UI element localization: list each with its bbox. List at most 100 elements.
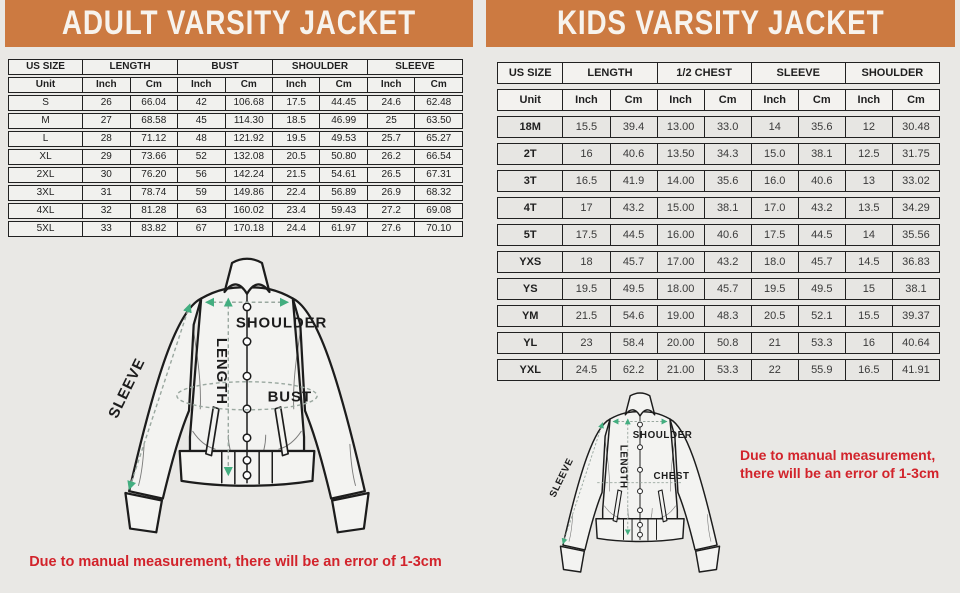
value-cell: 17.00 [657,251,705,273]
size-cell: 3T [497,170,564,192]
kids-size-row: 18M 15.5 39.4 13.00 33.0 14 35.6 12 30.4… [497,116,940,138]
value-cell: 45.7 [610,251,658,273]
kids-size-row: YL 23 58.4 20.00 50.8 21 53.3 16 40.64 [497,332,940,354]
adult-size-row: XL 29 73.66 52 132.08 20.5 50.80 26.2 66… [8,149,463,165]
size-cell: 5XL [8,221,84,237]
value-cell: 42 [178,95,226,111]
value-cell: 25.7 [367,131,416,147]
value-cell: 38.1 [892,278,940,300]
value-cell: 56.89 [320,185,368,201]
value-cell: 33 [83,221,131,237]
size-cell: 18M [497,116,564,138]
size-cell: YS [497,278,564,300]
value-cell: 18.0 [751,251,799,273]
size-cell: 3XL [8,185,84,201]
value-cell: 33.0 [704,116,752,138]
kids-measurement-note: Due to manual measurement, there will be… [740,447,950,482]
value-cell: 12 [845,116,893,138]
unit-inch: Inch [751,89,799,111]
value-cell: 14.00 [657,170,705,192]
adult-size-row: L 28 71.12 48 121.92 19.5 49.53 25.7 65.… [8,131,463,147]
size-cell: M [8,113,84,129]
value-cell: 34.3 [704,143,752,165]
unit-cm: Cm [798,89,846,111]
kids-size-row: YXS 18 45.7 17.00 43.2 18.0 45.7 14.5 36… [497,251,940,273]
kids-jacket-diagram: SHOULDER LENGTH CHEST SLEEVE [536,386,744,582]
value-cell: 43.2 [610,197,658,219]
kids-jacket-drawing: SHOULDER LENGTH CHEST SLEEVE [548,386,744,582]
shoulder-label: SHOULDER [236,314,327,331]
value-cell: 17.0 [751,197,799,219]
value-cell: 76.20 [130,167,179,183]
value-cell: 31.75 [892,143,940,165]
value-cell: 53.3 [704,359,752,381]
value-cell: 67.31 [415,167,463,183]
value-cell: 15.0 [751,143,799,165]
value-cell: 30.48 [892,116,940,138]
shoulder-label: SHOULDER [633,430,693,441]
value-cell: 81.28 [130,203,179,219]
value-cell: 35.56 [892,224,940,246]
unit-inch: Inch [83,77,131,93]
adult-jacket-drawing: SHOULDER LENGTH BUST SLEEVE [105,248,406,547]
value-cell: 49.5 [798,278,846,300]
value-cell: 67 [178,221,226,237]
kids-group-header-row: US SIZE LENGTH 1/2 CHEST SLEEVE SHOULDER [497,62,940,84]
adult-size-row: 3XL 31 78.74 59 149.86 22.4 56.89 26.9 6… [8,185,463,201]
size-cell: YXS [497,251,564,273]
value-cell: 26 [83,95,131,111]
kids-note-line-1: Due to manual measurement, [740,447,936,463]
value-cell: 149.86 [225,185,273,201]
adult-col-us-size: US SIZE [8,59,84,75]
unit-inch: Inch [367,77,416,93]
adult-title: ADULT VARSITY JACKET [61,4,417,42]
size-cell: S [8,95,84,111]
adult-size-row: S 26 66.04 42 106.68 17.5 44.45 24.6 62.… [8,95,463,111]
adult-group-header-row: US SIZE LENGTH BUST SHOULDER SLEEVE [8,59,463,75]
value-cell: 55.9 [798,359,846,381]
value-cell: 16.00 [657,224,705,246]
size-cell: 2XL [8,167,84,183]
bust-label: BUST [268,388,312,405]
value-cell: 39.37 [892,305,940,327]
value-cell: 53.3 [798,332,846,354]
adult-size-row: 5XL 33 83.82 67 170.18 24.4 61.97 27.6 7… [8,221,463,237]
value-cell: 17.5 [273,95,321,111]
value-cell: 121.92 [225,131,273,147]
value-cell: 27.2 [367,203,416,219]
size-cell: XL [8,149,84,165]
unit-cm: Cm [225,77,273,93]
value-cell: 16.0 [751,170,799,192]
value-cell: 142.24 [225,167,273,183]
value-cell: 18.5 [273,113,321,129]
value-cell: 21.00 [657,359,705,381]
chest-label: CHEST [653,471,689,482]
value-cell: 58.4 [610,332,658,354]
unit-cm: Cm [892,89,940,111]
value-cell: 49.53 [320,131,368,147]
value-cell: 13 [845,170,893,192]
value-cell: 170.18 [225,221,273,237]
value-cell: 39.4 [610,116,658,138]
unit-inch: Inch [657,89,705,111]
value-cell: 68.58 [130,113,179,129]
kids-size-row: YM 21.5 54.6 19.00 48.3 20.5 52.1 15.5 3… [497,305,940,327]
value-cell: 19.5 [563,278,611,300]
value-cell: 46.99 [320,113,368,129]
value-cell: 59 [178,185,226,201]
value-cell: 40.6 [610,143,658,165]
kids-col-half-chest: 1/2 CHEST [657,62,752,84]
value-cell: 17 [563,197,611,219]
length-label: LENGTH [213,338,230,405]
value-cell: 23 [563,332,611,354]
value-cell: 33.02 [892,170,940,192]
adult-col-sleeve: SLEEVE [367,59,463,75]
value-cell: 56 [178,167,226,183]
value-cell: 24.5 [563,359,611,381]
value-cell: 45.7 [798,251,846,273]
value-cell: 22.4 [273,185,321,201]
unit-inch: Inch [563,89,611,111]
value-cell: 44.5 [610,224,658,246]
value-cell: 66.04 [130,95,179,111]
value-cell: 17.5 [751,224,799,246]
